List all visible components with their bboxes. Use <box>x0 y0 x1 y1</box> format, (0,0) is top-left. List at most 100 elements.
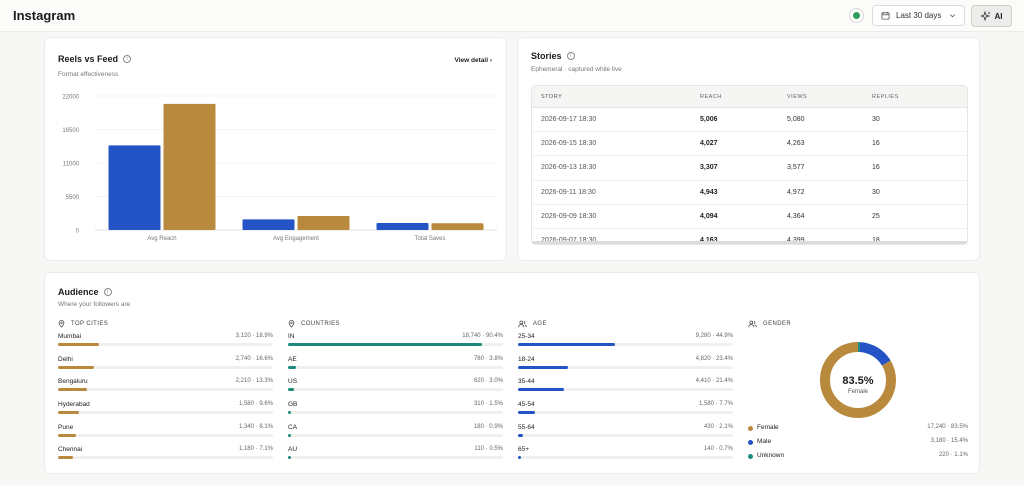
y-tick-label: 5500 <box>66 195 80 201</box>
list-item: Delhi 2,740 · 16.6% <box>58 352 273 375</box>
y-tick-label: 22000 <box>62 95 79 101</box>
x-tick-label: Avg Reach <box>147 236 176 242</box>
list-item: Mumbai 3,120 · 18.9% <box>58 329 273 352</box>
stories-card-title-row: Stories i <box>531 51 575 61</box>
stories-card: Stories i Ephemeral · captured while liv… <box>517 37 980 261</box>
progress-fill <box>58 343 99 346</box>
view-detail-link[interactable]: View detail › <box>455 57 492 64</box>
donut-center-label: Female <box>847 389 868 395</box>
info-icon[interactable]: i <box>123 55 132 63</box>
progress-fill <box>518 411 535 415</box>
table-row[interactable]: 2026-09-09 18:30 4,094 4,364 25 <box>532 205 967 229</box>
legend-item: Male 3,180 · 15.4% <box>748 438 968 448</box>
stories-card-title: Stories <box>531 51 562 61</box>
location-pin-icon <box>288 320 295 328</box>
country-value: 110 · 0.5% <box>474 446 503 453</box>
progress-fill <box>518 343 615 346</box>
progress-track <box>58 343 273 346</box>
column-header-reach[interactable]: REACH <box>700 93 722 100</box>
city-label: Chennai <box>58 446 83 454</box>
age-heading: AGE <box>518 319 733 329</box>
reach-cell: 4,163 <box>700 237 787 244</box>
date-range-dropdown[interactable]: Last 30 days <box>872 5 965 26</box>
table-scrollbar[interactable] <box>532 241 967 244</box>
users-icon <box>748 320 757 328</box>
age-label: 55-64 <box>518 423 535 431</box>
age-value: 140 · 0.7% <box>703 446 733 453</box>
stories-card-subtitle: Ephemeral · captured while live <box>531 66 622 73</box>
progress-track <box>288 365 503 369</box>
age-label: 45-54 <box>518 401 535 409</box>
progress-track <box>58 456 273 460</box>
gender-heading-label: GENDER <box>763 321 792 327</box>
views-cell: 4,263 <box>787 140 805 148</box>
legend-swatch <box>748 426 753 431</box>
legend-item: Female 17,240 · 83.5% <box>748 424 968 434</box>
sparkle-icon <box>980 11 990 21</box>
story-cell: 2026-09-15 18:30 <box>541 140 597 148</box>
table-row[interactable]: 2026-09-15 18:30 4,027 4,263 16 <box>532 132 967 157</box>
view-detail-label: View detail <box>454 57 489 64</box>
progress-fill <box>518 388 564 392</box>
list-item: US 620 · 3.0% <box>288 374 503 397</box>
x-tick-label: Avg Engagement <box>273 236 319 242</box>
column-header-replies[interactable]: REPLIES <box>872 93 899 100</box>
age-label: 25-34 <box>518 333 535 340</box>
progress-fill <box>288 365 297 369</box>
live-status-indicator[interactable] <box>849 8 864 23</box>
audience-card-title: Audience <box>58 287 99 297</box>
progress-fill <box>58 456 74 460</box>
table-row[interactable]: 2026-09-07 18:30 4,163 4,399 18 <box>532 229 967 244</box>
column-header-views[interactable]: VIEWS <box>787 93 808 100</box>
column-header-story[interactable]: STORY <box>541 93 563 100</box>
progress-track <box>518 388 733 392</box>
city-value: 2,740 · 16.6% <box>235 355 273 362</box>
bar <box>297 215 350 230</box>
bar <box>431 223 484 230</box>
story-cell: 2026-09-09 18:30 <box>541 212 597 220</box>
city-value: 1,580 · 9.6% <box>238 401 273 408</box>
progress-track <box>288 343 503 346</box>
chevron-right-icon: › <box>489 57 492 64</box>
progress-track <box>58 365 273 369</box>
y-tick-label: 16500 <box>62 128 79 134</box>
progress-fill <box>288 388 295 392</box>
audience-card: Audience i Where your followers are TOP … <box>44 272 980 474</box>
progress-fill <box>58 388 87 392</box>
donut-center: 83.5% Female <box>748 375 968 395</box>
progress-fill <box>518 365 569 369</box>
top-cities-heading-label: TOP CITIES <box>71 321 109 327</box>
gender-donut-chart <box>820 342 896 418</box>
progress-track <box>58 411 273 415</box>
list-item: AE 780 · 3.8% <box>288 352 503 375</box>
story-cell: 2026-09-17 18:30 <box>541 116 597 124</box>
country-label: IN <box>288 333 295 340</box>
table-row[interactable]: 2026-09-13 18:30 3,307 3,577 16 <box>532 156 967 181</box>
ai-button-label: AI <box>994 11 1003 21</box>
list-item: Hyderabad 1,580 · 9.6% <box>58 397 273 420</box>
views-cell: 5,080 <box>787 116 805 124</box>
ai-button[interactable]: AI <box>971 5 1012 27</box>
bar <box>163 103 216 230</box>
reels-card-subtitle: Format effectiveness <box>58 71 119 78</box>
top-bar: Instagram Last 30 days AI <box>0 0 1024 32</box>
replies-cell: 18 <box>872 237 952 244</box>
info-icon[interactable]: i <box>103 288 112 296</box>
list-item: Pune 1,340 · 8.1% <box>58 420 273 443</box>
age-label: 35-44 <box>518 378 535 386</box>
city-label: Delhi <box>58 355 73 363</box>
countries-heading-label: COUNTRIES <box>301 321 340 327</box>
age-value: 4,820 · 23.4% <box>695 355 733 362</box>
info-icon[interactable]: i <box>566 52 575 60</box>
audience-card-subtitle: Where your followers are <box>58 301 131 308</box>
table-row[interactable]: 2026-09-11 18:30 4,943 4,972 30 <box>532 181 967 205</box>
stories-table-header: STORY REACH VIEWS REPLIES <box>532 86 967 108</box>
bar <box>376 222 429 230</box>
replies-cell: 16 <box>872 164 880 172</box>
country-value: 18,740 · 90.4% <box>462 333 503 339</box>
progress-track <box>288 388 503 392</box>
replies-cell: 30 <box>872 188 880 196</box>
age-label: 18-24 <box>518 355 535 363</box>
table-row[interactable]: 2026-09-17 18:30 5,006 5,080 30 <box>532 108 967 133</box>
replies-cell: 30 <box>872 116 880 124</box>
